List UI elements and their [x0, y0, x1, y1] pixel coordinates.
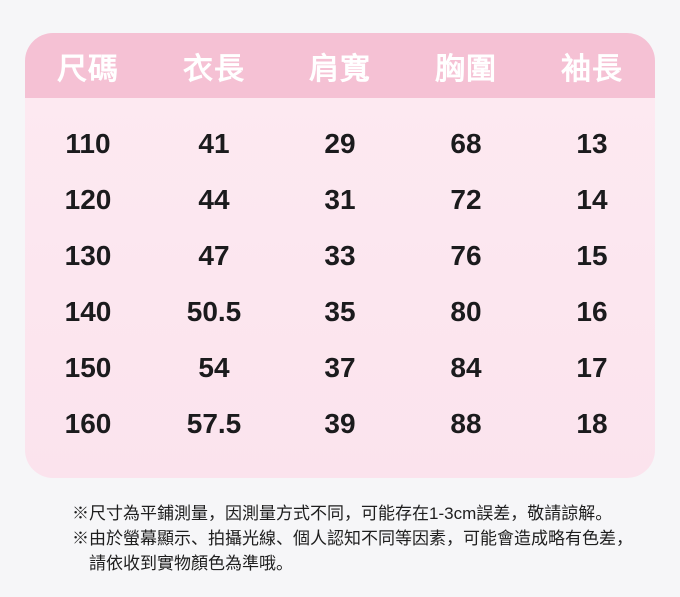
- cell-chest: 68: [450, 128, 482, 159]
- cell-garment-length: 54: [198, 352, 230, 383]
- column-header-chest: 胸圍: [435, 52, 497, 86]
- cell-size: 160: [64, 408, 112, 439]
- cell-size: 150: [64, 352, 112, 383]
- cell-shoulder-width: 39: [324, 408, 356, 439]
- column-header-size: 尺碼: [57, 52, 119, 86]
- cell-sleeve-length: 16: [576, 296, 608, 327]
- table-row-160: 160 57.5 39 88 18: [25, 396, 655, 452]
- cell-chest: 84: [450, 352, 482, 383]
- cell-size: 110: [65, 128, 111, 159]
- cell-chest: 80: [450, 296, 482, 327]
- table-row-110: 110 41 29 68 13: [25, 116, 655, 172]
- cell-sleeve-length: 18: [576, 408, 608, 439]
- cell-shoulder-width: 31: [324, 184, 356, 215]
- cell-chest: 76: [450, 240, 482, 271]
- cell-shoulder-width: 37: [324, 352, 356, 383]
- cell-shoulder-width: 29: [324, 128, 356, 159]
- cell-chest: 72: [450, 184, 482, 215]
- cell-shoulder-width: 35: [324, 296, 356, 327]
- table-row-120: 120 44 31 72 14: [25, 172, 655, 228]
- disclaimer-notes: ※尺寸為平鋪測量，因測量方式不同，可能存在1-3cm誤差，敬請諒解。 ※由於螢幕…: [72, 501, 642, 576]
- table-row-140: 140 50.5 35 80 16: [25, 284, 655, 340]
- note-color-difference: ※由於螢幕顯示、拍攝光線、個人認知不同等因素，可能會造成略有色差，: [72, 529, 633, 548]
- table-header-row: 尺碼 衣長 肩寬 胸圍 袖長: [25, 33, 655, 98]
- table-row-130: 130 47 33 76 15: [25, 228, 655, 284]
- note-color-difference-cont: 請依收到實物顏色為準哦。: [89, 554, 293, 573]
- column-header-shoulder-width: 肩寬: [309, 52, 371, 86]
- cell-shoulder-width: 33: [324, 240, 356, 271]
- note-measurement-tolerance: ※尺寸為平鋪測量，因測量方式不同，可能存在1-3cm誤差，敬請諒解。: [72, 504, 613, 523]
- cell-sleeve-length: 15: [576, 240, 608, 271]
- table-row-150: 150 54 37 84 17: [25, 340, 655, 396]
- cell-garment-length: 57.5: [186, 408, 242, 439]
- cell-size: 130: [64, 240, 112, 271]
- cell-garment-length: 44: [198, 184, 230, 215]
- size-chart-table: 尺碼 衣長 肩寬 胸圍 袖長 110 41 29 68 13 120 44 31…: [25, 33, 655, 478]
- column-header-sleeve-length: 袖長: [561, 52, 623, 86]
- cell-sleeve-length: 17: [576, 352, 608, 383]
- cell-garment-length: 50.5: [186, 296, 242, 327]
- cell-chest: 88: [450, 408, 482, 439]
- cell-sleeve-length: 14: [576, 184, 608, 215]
- cell-garment-length: 41: [198, 128, 230, 159]
- cell-garment-length: 47: [198, 240, 230, 271]
- cell-sleeve-length: 13: [576, 128, 608, 159]
- cell-size: 140: [64, 296, 112, 327]
- table-body: 110 41 29 68 13 120 44 31 72 14 130 47 3…: [25, 98, 655, 478]
- cell-size: 120: [64, 184, 112, 215]
- column-header-garment-length: 衣長: [183, 52, 245, 86]
